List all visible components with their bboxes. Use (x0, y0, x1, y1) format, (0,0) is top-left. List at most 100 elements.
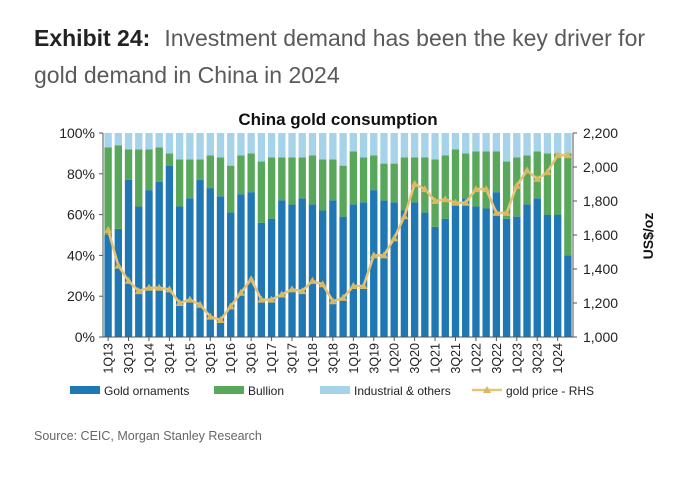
gold-price-point (390, 234, 399, 242)
x-tick-label: 1Q23 (510, 343, 524, 374)
bar-industrial-others (543, 133, 552, 154)
bar-industrial-others (339, 133, 347, 166)
bar-gold-ornaments (175, 206, 184, 337)
bar-gold-ornaments (441, 218, 449, 337)
bar-industrial-others (206, 133, 214, 156)
exhibit-number: Exhibit 24: (34, 25, 151, 51)
bar-bullion (186, 159, 194, 199)
bar-gold-ornaments (237, 194, 245, 337)
bar-industrial-others (196, 133, 204, 160)
bar-gold-ornaments (410, 202, 419, 337)
bar-industrial-others (482, 133, 490, 152)
bar-industrial-others (329, 133, 337, 160)
x-tick-label: 1Q20 (388, 343, 402, 374)
bar-industrial-others (370, 133, 378, 156)
bar-industrial-others (288, 133, 296, 158)
bar-gold-ornaments (288, 204, 296, 337)
bar-bullion (247, 153, 255, 193)
right-axis-label: US$/oz (640, 213, 656, 260)
gold-price-point (206, 312, 215, 320)
bar-gold-ornaments (165, 165, 174, 337)
bar-industrial-others (104, 133, 112, 148)
gold-price-point (553, 151, 562, 159)
gold-price-point (175, 299, 184, 306)
gold-price-point (410, 180, 419, 187)
gold-price-point (267, 295, 276, 303)
gold-price-point (104, 225, 113, 233)
gold-price-point (318, 280, 327, 288)
bar-industrial-others (380, 133, 388, 164)
bar-industrial-others (216, 133, 225, 158)
bar-bullion (421, 157, 429, 213)
bar-bullion (155, 147, 163, 182)
x-tick-label: 1Q16 (224, 343, 238, 374)
bar-bullion (339, 165, 347, 217)
bar-gold-ornaments (308, 204, 317, 337)
x-tick-label: 3Q19 (367, 343, 381, 374)
bar-industrial-others (278, 133, 286, 158)
gold-price-point (236, 288, 245, 296)
gold-price-point (471, 185, 480, 193)
bar-industrial-others (257, 133, 266, 162)
x-tick-label: 1Q22 (469, 343, 483, 374)
bar-gold-ornaments (206, 188, 214, 337)
exhibit-heading: Exhibit 24: Investment demand has been th… (34, 20, 674, 94)
bar-bullion (319, 159, 327, 211)
bar-gold-ornaments (319, 210, 327, 337)
bar-gold-ornaments (462, 198, 470, 337)
gold-price-point (420, 185, 429, 193)
bar-bullion (400, 157, 409, 211)
bar-gold-ornaments (533, 198, 541, 337)
bar-bullion (104, 147, 112, 235)
gold-price-point (441, 195, 450, 203)
gold-price-line (106, 153, 568, 322)
gold-price-point (359, 282, 368, 289)
bar-gold-ornaments (554, 214, 562, 337)
bar-bullion (237, 155, 245, 195)
bar-bullion (257, 161, 266, 223)
bar-gold-ornaments (472, 206, 480, 337)
left-tick-label: 100% (59, 125, 95, 141)
gold-price-point (369, 251, 378, 259)
gold-price-point (563, 151, 572, 159)
legend-industrial-others-label: Industrial & others (354, 384, 451, 398)
gold-price-point (349, 282, 358, 289)
bar-industrial-others (114, 133, 123, 146)
source-note: Source: CEIC, Morgan Stanley Research (34, 429, 262, 443)
x-tick-label: 3Q16 (245, 343, 259, 374)
bar-gold-ornaments (380, 200, 388, 337)
bar-gold-ornaments (135, 206, 143, 337)
bar-industrial-others (186, 133, 194, 160)
bars-layer (104, 133, 572, 337)
x-tick-label: 3Q20 (408, 343, 422, 374)
bar-industrial-others (410, 133, 419, 158)
bar-industrial-others (441, 133, 449, 156)
gold-price-point (247, 275, 256, 283)
bar-industrial-others (451, 133, 460, 150)
x-tick-label: 1Q19 (347, 343, 361, 374)
bar-gold-ornaments (523, 204, 531, 337)
bar-bullion (431, 159, 439, 227)
bar-bullion (349, 151, 358, 205)
bar-bullion (308, 155, 317, 205)
bar-bullion (380, 163, 388, 201)
bar-gold-ornaments (278, 200, 286, 337)
right-tick-label: 1,600 (583, 227, 618, 243)
legend-industrial-others-swatch (320, 386, 350, 394)
x-tick-label: 1Q17 (265, 343, 279, 374)
bar-bullion (135, 149, 143, 207)
bar-industrial-others (227, 133, 235, 166)
bar-bullion (390, 163, 398, 203)
bar-bullion (145, 149, 153, 191)
bar-industrial-others (462, 133, 470, 154)
bar-industrial-others (155, 133, 163, 148)
bar-bullion (441, 155, 449, 219)
left-tick-label: 80% (67, 166, 95, 182)
bar-gold-ornaments (349, 204, 358, 337)
legend-gold-ornaments-label: Gold ornaments (104, 384, 189, 398)
x-tick-label: 1Q14 (143, 343, 157, 374)
gold-price-point (226, 302, 235, 310)
bar-bullion (410, 157, 419, 203)
bar-gold-ornaments (155, 181, 163, 337)
bar-bullion (554, 153, 562, 215)
